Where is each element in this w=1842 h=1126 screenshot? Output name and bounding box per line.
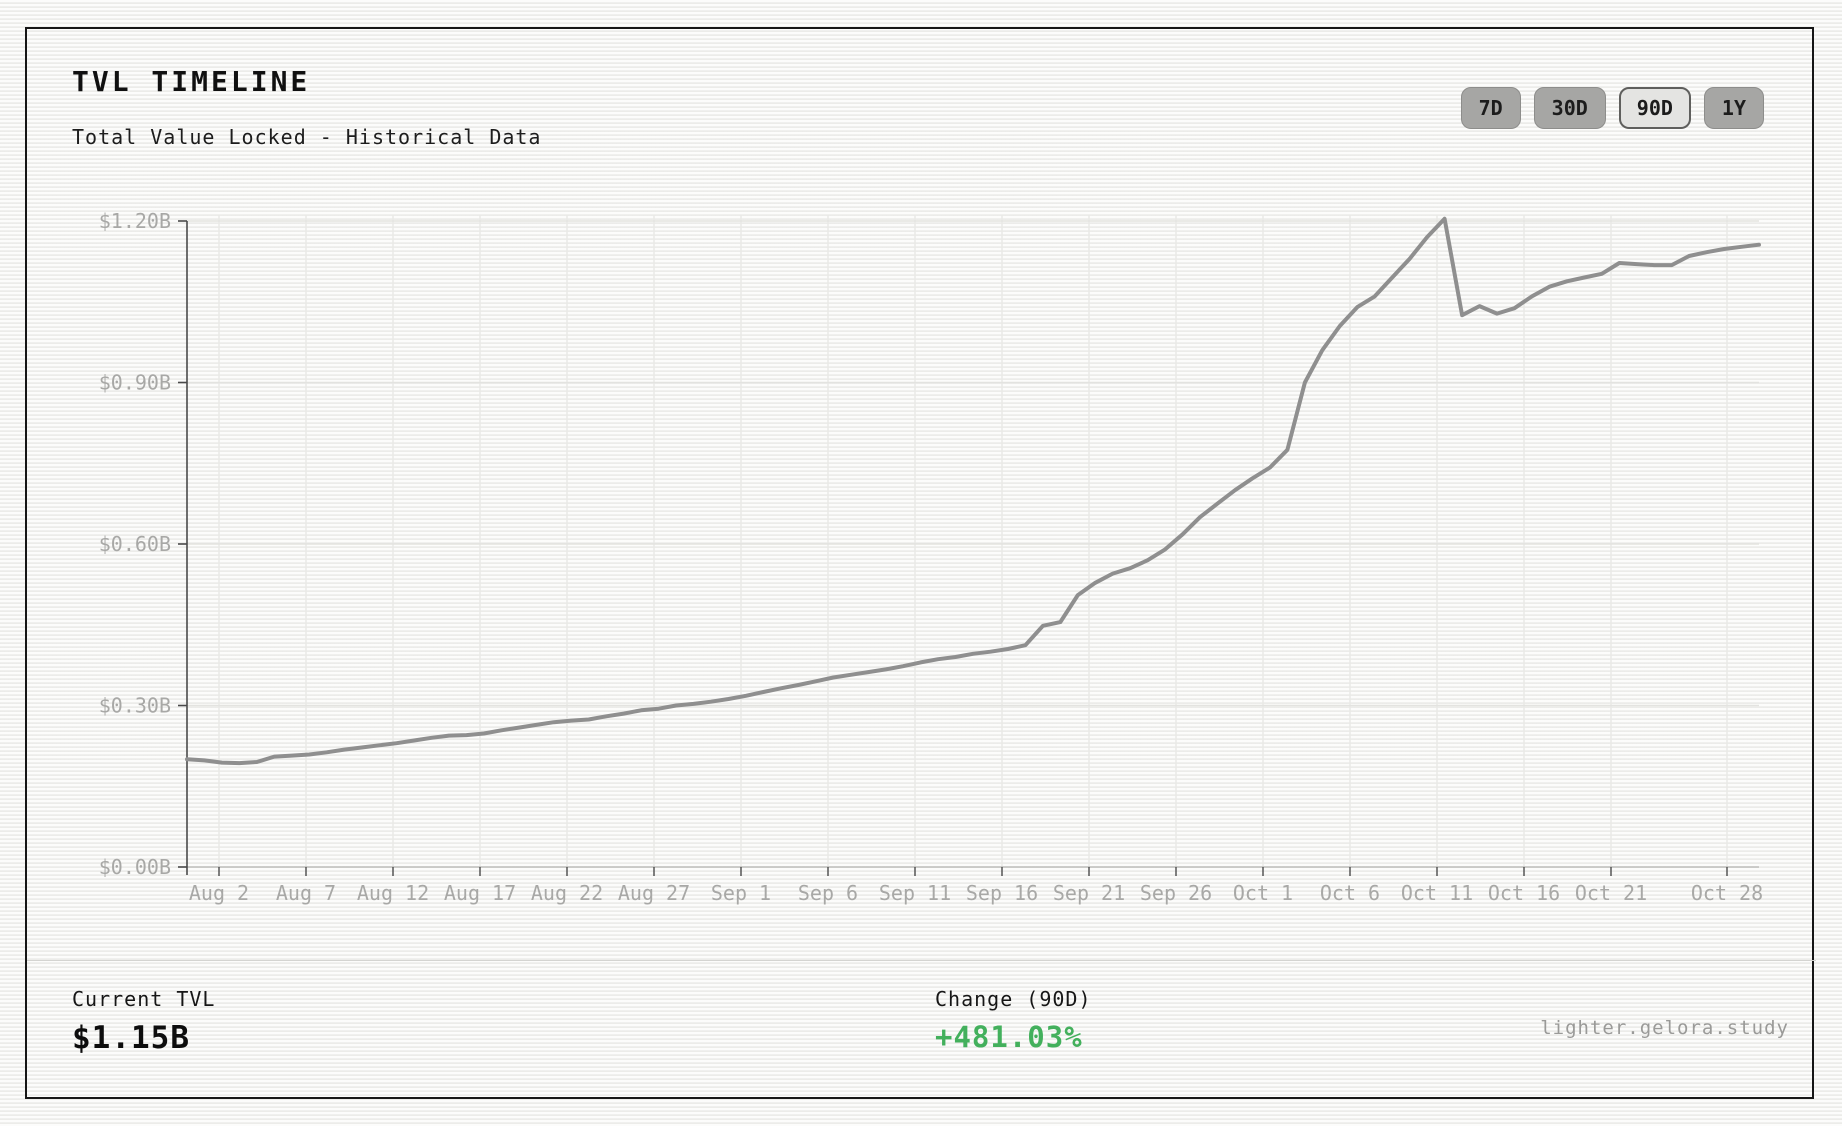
- x-tick-label: Oct 21: [1575, 881, 1647, 905]
- y-tick-label: $0.00B: [99, 855, 171, 879]
- time-range-selector: 7D 30D 90D 1Y: [1460, 87, 1764, 129]
- x-tick-label: Aug 22: [531, 881, 603, 905]
- page-subtitle: Total Value Locked - Historical Data: [72, 125, 542, 149]
- tvl-chart: $0.00B $0.30B $0.60B $0.90B $1.20B Aug 2 Aug 7…: [27, 169, 1816, 947]
- x-tick-label: Oct 11: [1401, 881, 1473, 905]
- x-tick-label: Aug 27: [618, 881, 690, 905]
- range-button-7d[interactable]: 7D: [1460, 87, 1521, 129]
- x-tick-label: Oct 1: [1233, 881, 1293, 905]
- x-tick-label: Aug 12: [357, 881, 429, 905]
- watermark: lighter.gelora.study: [1540, 1017, 1789, 1039]
- change-block: Change (90D) +481.03%: [935, 987, 1092, 1054]
- x-tick-label: Aug 17: [444, 881, 516, 905]
- current-tvl-value: $1.15B: [72, 1020, 190, 1056]
- range-button-1y[interactable]: 1Y: [1703, 87, 1764, 129]
- x-tick-label: Oct 6: [1320, 881, 1380, 905]
- tvl-panel: TVL TIMELINE Total Value Locked - Histor…: [25, 27, 1816, 1099]
- page-title: TVL TIMELINE: [72, 65, 311, 98]
- change-label: Change (90D): [935, 987, 1092, 1011]
- x-tick-label: Sep 21: [1053, 881, 1125, 905]
- range-button-30d[interactable]: 30D: [1533, 87, 1606, 129]
- x-tick-label: Sep 1: [711, 881, 771, 905]
- y-tick-label: $1.20B: [99, 209, 171, 233]
- change-value: +481.03%: [935, 1020, 1083, 1054]
- y-tick-label: $0.30B: [99, 694, 171, 718]
- y-tick-label: $0.90B: [99, 371, 171, 395]
- x-tick-label: Sep 6: [798, 881, 858, 905]
- x-tick-label: Oct 28: [1691, 881, 1763, 905]
- x-tick-label: Oct 16: [1488, 881, 1560, 905]
- x-tick-label: Sep 11: [879, 881, 951, 905]
- current-tvl-block: Current TVL $1.15B: [72, 987, 215, 1056]
- x-tick-label: Aug 7: [276, 881, 336, 905]
- range-button-90d[interactable]: 90D: [1618, 87, 1691, 129]
- tvl-line-chart: $0.00B $0.30B $0.60B $0.90B $1.20B Aug 2 Aug 7…: [99, 209, 1763, 905]
- x-tick-label: Sep 16: [966, 881, 1038, 905]
- y-tick-label: $0.60B: [99, 532, 171, 556]
- current-tvl-label: Current TVL: [72, 987, 216, 1011]
- footer-divider: [27, 960, 1816, 961]
- x-tick-label: Sep 26: [1140, 881, 1212, 905]
- x-tick-label: Aug 2: [189, 881, 249, 905]
- tvl-series-line: [185, 216, 1761, 766]
